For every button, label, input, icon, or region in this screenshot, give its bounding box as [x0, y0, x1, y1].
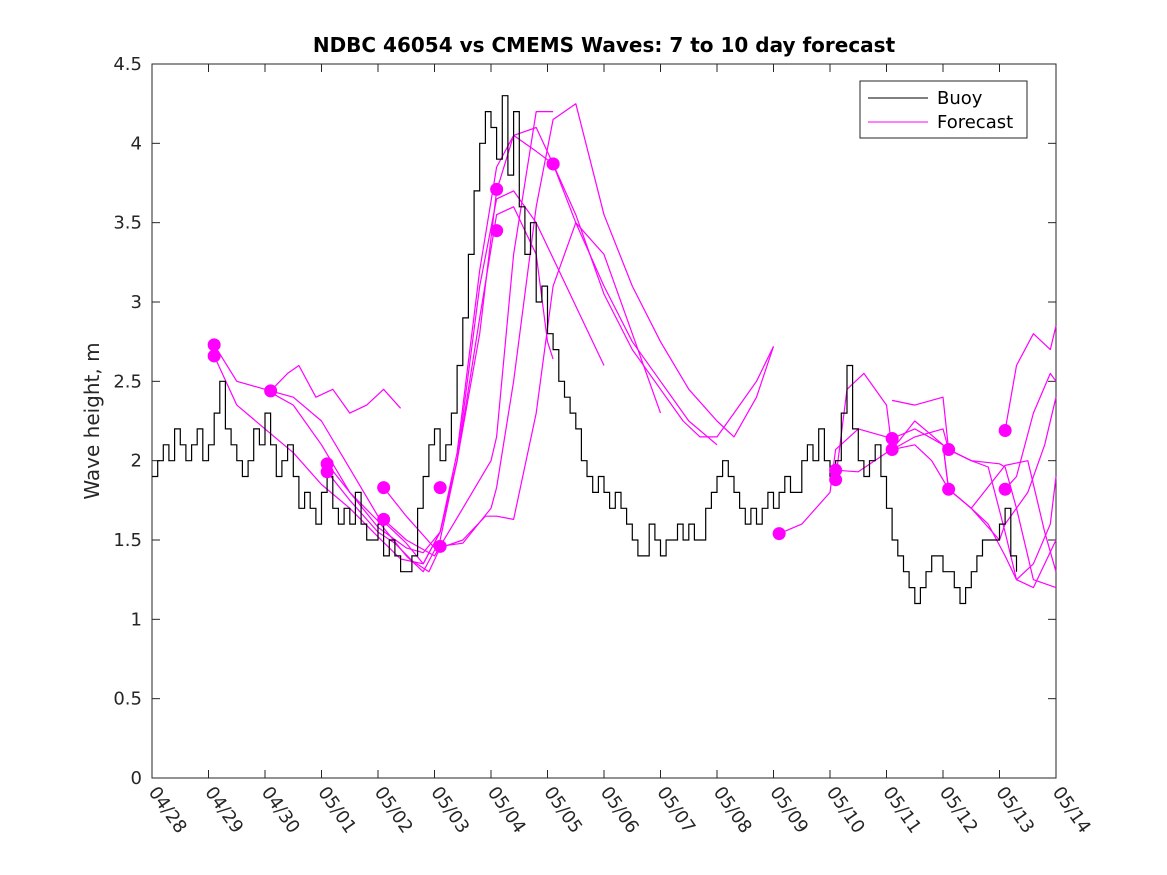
legend-box — [859, 80, 1028, 139]
forecast-start-marker — [998, 482, 1012, 496]
x-tick-label: 05/06 — [596, 783, 643, 838]
chart-title: NDBC 46054 vs CMEMS Waves: 7 to 10 day f… — [313, 33, 896, 57]
forecast-start-marker — [546, 157, 560, 171]
y-tick-label: 3.5 — [113, 213, 142, 234]
forecast-series-line — [891, 396, 1057, 589]
x-tick-label: 05/05 — [539, 783, 586, 838]
forecast-series-line — [213, 190, 605, 554]
legend-buoy-label: Buoy — [937, 88, 983, 109]
forecast-start-marker — [829, 463, 843, 477]
x-tick-label: 04/28 — [144, 783, 191, 838]
forecast-start-marker — [377, 481, 391, 495]
forecast-series-line — [1004, 325, 1057, 431]
forecast-start-marker — [377, 512, 391, 526]
buoy-series-line — [152, 95, 1018, 605]
x-tick-label: 05/12 — [935, 783, 982, 838]
y-tick-label: 4.5 — [113, 54, 142, 75]
x-tick-label: 05/11 — [878, 783, 925, 838]
y-tick-label: 3 — [131, 292, 142, 313]
forecast-start-marker — [885, 431, 899, 445]
x-tick-label: 05/09 — [765, 783, 812, 838]
x-tick-label: 04/30 — [257, 783, 304, 838]
forecast-start-marker — [433, 539, 447, 553]
forecast-start-marker — [772, 527, 786, 541]
y-tick-label: 2 — [131, 451, 142, 472]
forecast-series-line — [835, 372, 1057, 589]
plot-area — [151, 63, 1057, 779]
forecast-start-marker — [264, 384, 278, 398]
y-tick-label: 0.5 — [113, 689, 142, 710]
x-tick-label: 05/08 — [709, 783, 756, 838]
forecast-series-line — [891, 420, 1057, 572]
forecast-start-marker — [207, 338, 221, 352]
y-tick-label: 0 — [131, 768, 142, 789]
y-tick-label: 4 — [131, 133, 142, 154]
forecast-start-marker — [207, 349, 221, 363]
forecast-start-marker — [320, 465, 334, 479]
forecast-series-line — [383, 110, 554, 557]
forecast-series-line — [270, 364, 402, 414]
y-tick-label: 1.5 — [113, 530, 142, 551]
y-tick-label: 1 — [131, 609, 142, 630]
y-axis: 0 0.5 1 1.5 2 2.5 3 3.5 4 4.5 — [113, 54, 1056, 789]
x-tick-label: 05/03 — [426, 783, 473, 838]
forecast-start-marker — [942, 443, 956, 457]
y-axis-title: Wave height, m — [80, 342, 104, 499]
forecast-start-marker — [490, 224, 504, 238]
forecast-series-line — [1004, 372, 1057, 490]
forecast-start-marker — [942, 482, 956, 496]
x-tick-label: 05/07 — [652, 783, 699, 838]
x-tick-label: 05/02 — [370, 783, 417, 838]
forecast-start-marker — [433, 481, 447, 495]
legend-forecast-label: Forecast — [937, 112, 1013, 133]
forecast-start-marker — [829, 473, 843, 487]
x-tick-label: 05/13 — [991, 783, 1038, 838]
forecast-start-marker — [998, 424, 1012, 438]
forecast-start-markers — [207, 157, 1012, 553]
forecast-start-marker — [885, 443, 899, 457]
x-tick-label: 05/04 — [483, 783, 530, 838]
forecast-start-marker — [490, 182, 504, 196]
x-tick-label: 05/14 — [1048, 783, 1095, 838]
y-tick-label: 2.5 — [113, 371, 142, 392]
x-tick-label: 05/10 — [822, 783, 869, 838]
forecast-series-line — [270, 134, 718, 565]
x-tick-label: 04/29 — [200, 783, 247, 838]
x-tick-label: 05/01 — [313, 783, 360, 838]
forecast-series-line — [326, 126, 775, 573]
legend: Buoy Forecast — [859, 80, 1028, 139]
